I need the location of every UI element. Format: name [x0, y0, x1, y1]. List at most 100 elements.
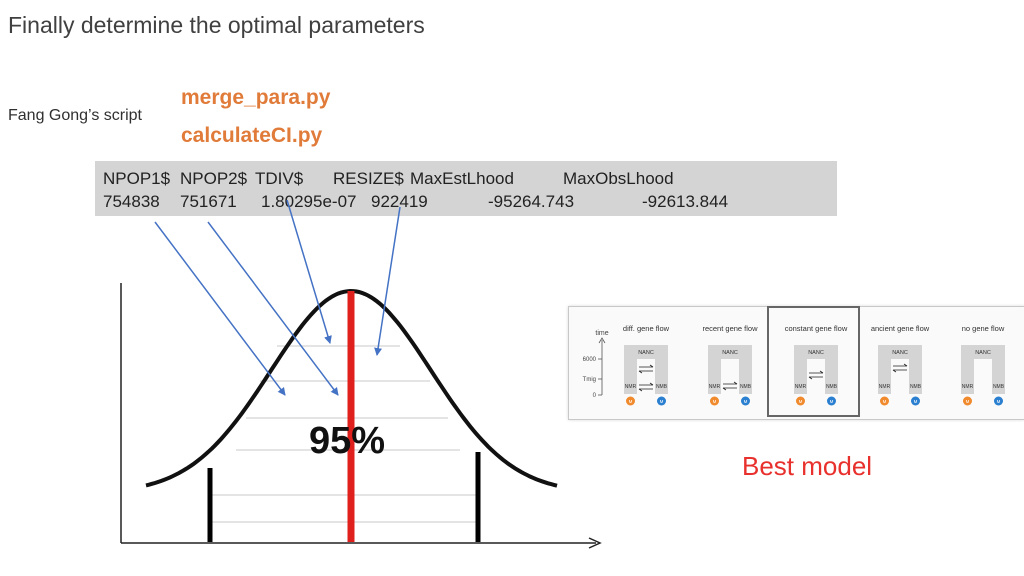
right-population-block — [909, 359, 922, 394]
right-population-block — [739, 359, 752, 394]
model-title: no gene flow — [962, 324, 1005, 333]
gene-flow-arrow-right-icon — [639, 382, 654, 386]
left-population-block — [794, 359, 807, 394]
time-axis-arrow-icon — [598, 337, 606, 344]
x-axis-arrowhead — [588, 537, 602, 549]
left-population-label: NMR — [625, 384, 637, 390]
time-axis: time 6000 Tmig 0 — [583, 330, 609, 399]
ancestor-label: NANC — [975, 350, 991, 356]
model-title: diff. gene flow — [623, 324, 670, 333]
gene-flow-arrow-right-icon — [809, 370, 824, 374]
left-marker-label: M — [883, 399, 887, 404]
arrow-npop2 — [207, 221, 339, 396]
model-ancient-gene-flow: ancient gene flow NANC NMR NMB M M — [871, 324, 930, 406]
best-model-highlight — [767, 306, 860, 417]
ancestor-label: NANC — [808, 350, 824, 356]
author-note: Fang Gong’s script — [8, 107, 142, 124]
model-title: ancient gene flow — [871, 324, 930, 333]
gene-flow-arrow-right-icon — [639, 364, 654, 368]
gene-flow-arrow-left-icon — [638, 370, 653, 374]
time-axis-tick: 6000 — [583, 357, 597, 363]
gene-flow-arrow-left-icon — [638, 388, 653, 392]
value-resize: 922419 — [371, 192, 428, 211]
right-marker-label: M — [830, 399, 834, 404]
parameter-arrows — [154, 199, 401, 396]
left-marker-label: M — [799, 399, 803, 404]
time-axis-tick: 0 — [593, 393, 597, 399]
model-no-gene-flow: no gene flow NANC NMR NMB M M — [961, 324, 1005, 406]
ancestor-label: NANC — [892, 350, 908, 356]
right-marker-label: M — [660, 399, 664, 404]
header-max-obs-lhood: MaxObsLhood — [563, 169, 674, 188]
slide-title: Finally determine the optimal parameters — [8, 12, 425, 38]
left-population-block — [624, 359, 637, 394]
right-population-label: NMB — [740, 384, 752, 390]
demographic-model-panel: time 6000 Tmig 0 diff. gene flow NANC NMR NMB M M… — [568, 306, 1024, 420]
header-tdiv: TDIV$ — [255, 169, 304, 188]
value-npop2: 751671 — [180, 192, 237, 211]
right-population-label: NMB — [656, 384, 668, 390]
left-population-label: NMR — [879, 384, 891, 390]
ancestor-block — [878, 345, 922, 359]
value-tdiv: 1.80295e-07 — [261, 192, 357, 211]
ancestor-block — [624, 345, 668, 359]
left-population-block — [878, 359, 891, 394]
model-diff-gene-flow: diff. gene flow NANC NMR NMB M M — [623, 324, 670, 406]
value-max-est-lhood: -95264.743 — [488, 192, 575, 211]
left-population-block — [708, 359, 721, 394]
ancestor-block — [794, 345, 838, 359]
gene-flow-arrow-right-icon — [893, 363, 908, 367]
header-npop1: NPOP1$ — [103, 169, 171, 188]
value-max-obs-lhood: -92613.844 — [642, 192, 729, 211]
ancestor-block — [708, 345, 752, 359]
time-axis-title: time — [595, 330, 608, 337]
ancestor-block — [961, 345, 1005, 359]
left-population-marker — [963, 396, 972, 406]
model-title: recent gene flow — [702, 324, 758, 333]
best-model-label: Best model — [742, 451, 873, 481]
right-marker-label: M — [997, 399, 1001, 404]
model-recent-gene-flow: recent gene flow NANC NMR NMB M M — [702, 324, 758, 406]
left-population-label: NMR — [709, 384, 721, 390]
arrow-npop1 — [154, 221, 286, 396]
right-population-marker — [827, 396, 836, 406]
time-axis-tick: Tmig — [583, 377, 596, 383]
left-marker-label: M — [629, 399, 633, 404]
gene-flow-arrow-left-icon — [722, 387, 737, 391]
confidence-label: 95% — [309, 420, 385, 462]
right-population-block — [825, 359, 838, 394]
header-npop2: NPOP2$ — [180, 169, 248, 188]
left-marker-label: M — [713, 399, 717, 404]
right-marker-label: M — [744, 399, 748, 404]
right-population-block — [992, 359, 1005, 394]
arrow-resize — [374, 206, 401, 356]
left-marker-label: M — [966, 399, 970, 404]
left-population-label: NMR — [795, 384, 807, 390]
left-population-marker — [796, 396, 805, 406]
left-population-block — [961, 359, 974, 394]
right-population-label: NMB — [910, 384, 922, 390]
right-population-marker — [657, 396, 666, 406]
gene-flow-arrow-left-icon — [892, 369, 907, 373]
right-population-label: NMB — [826, 384, 838, 390]
right-marker-label: M — [914, 399, 918, 404]
right-population-marker — [741, 396, 750, 406]
left-population-marker — [880, 396, 889, 406]
right-population-marker — [994, 396, 1003, 406]
model-constant-gene-flow: constant gene flow NANC NMR NMB M M — [785, 324, 848, 406]
ancestor-label: NANC — [722, 350, 738, 356]
ancestor-label: NANC — [638, 350, 654, 356]
value-npop1: 754838 — [103, 192, 160, 211]
gene-flow-arrow-right-icon — [723, 381, 738, 385]
arrow-tdiv — [286, 199, 332, 344]
right-population-marker — [911, 396, 920, 406]
left-population-marker — [626, 396, 635, 406]
header-max-est-lhood: MaxEstLhood — [410, 169, 514, 188]
parameter-table: NPOP1$ NPOP2$ TDIV$ RESIZE$ MaxEstLhood … — [95, 161, 837, 216]
header-resize: RESIZE$ — [333, 169, 404, 188]
left-population-marker — [710, 396, 719, 406]
model-schematics: time 6000 Tmig 0 diff. gene flow NANC NMR NMB M M… — [583, 324, 1005, 406]
gene-flow-arrow-left-icon — [808, 376, 823, 380]
right-population-label: NMB — [993, 384, 1005, 390]
